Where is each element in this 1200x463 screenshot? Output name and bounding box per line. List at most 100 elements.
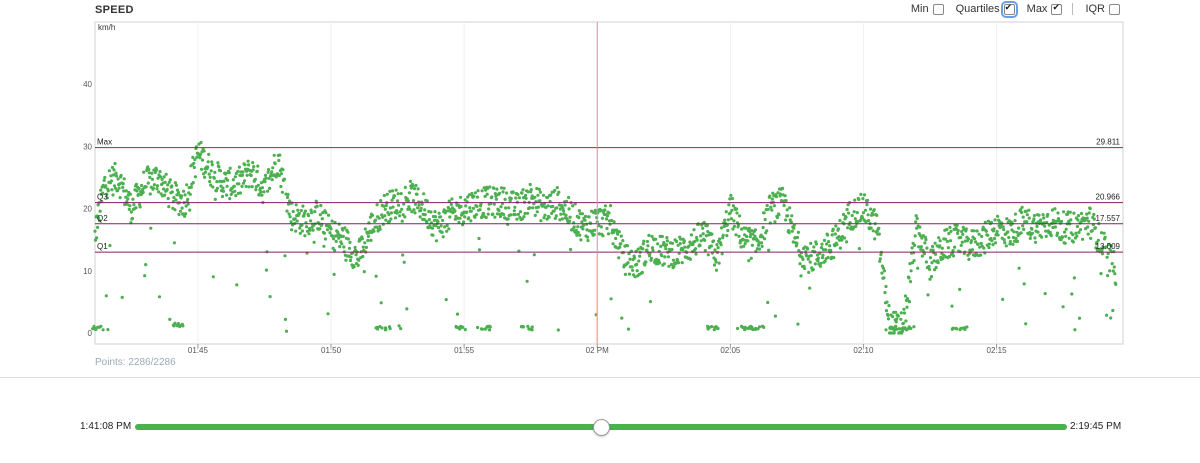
data-point xyxy=(1028,236,1032,240)
data-point xyxy=(346,230,350,234)
min-checkbox[interactable] xyxy=(932,3,944,15)
data-point xyxy=(1111,308,1115,313)
data-point xyxy=(215,180,219,184)
data-point xyxy=(228,166,232,170)
max-toggle[interactable]: Max xyxy=(1027,2,1063,15)
controls-divider xyxy=(1072,3,1074,15)
data-point xyxy=(1021,224,1025,228)
data-point xyxy=(309,208,313,212)
data-point xyxy=(422,192,426,196)
data-point xyxy=(899,317,903,321)
data-point xyxy=(341,234,345,238)
data-point xyxy=(325,228,330,232)
data-point xyxy=(996,214,1000,218)
x-tick-label: 01:55 xyxy=(454,346,475,355)
data-point xyxy=(270,178,274,182)
data-point xyxy=(174,198,178,202)
data-point xyxy=(480,189,484,193)
data-point xyxy=(1072,211,1076,215)
data-point xyxy=(886,317,891,321)
data-point xyxy=(605,214,610,218)
data-point xyxy=(416,187,420,191)
data-point xyxy=(727,203,731,207)
time-range-handle[interactable] xyxy=(593,419,610,436)
data-point xyxy=(1063,241,1067,245)
data-point xyxy=(603,208,607,212)
data-point xyxy=(382,193,386,198)
data-point xyxy=(725,234,729,238)
data-point xyxy=(266,189,270,193)
min-toggle[interactable]: Min xyxy=(911,3,944,15)
quartiles-checkbox[interactable] xyxy=(1000,0,1018,18)
data-point xyxy=(307,232,311,236)
data-point xyxy=(914,220,918,224)
data-point xyxy=(146,165,150,169)
data-point xyxy=(1100,248,1104,252)
data-point xyxy=(423,213,427,217)
data-point xyxy=(387,219,391,224)
data-point xyxy=(835,243,839,247)
data-point xyxy=(362,270,366,274)
iqr-checkbox[interactable] xyxy=(1109,3,1120,15)
data-point xyxy=(607,211,611,215)
data-point xyxy=(412,208,416,212)
data-point xyxy=(454,324,458,329)
data-point xyxy=(664,247,668,251)
data-point xyxy=(677,261,681,265)
data-point xyxy=(1040,235,1044,239)
y-tick-label: 20 xyxy=(83,205,92,214)
slider-end-time: 2:19:45 PM xyxy=(1070,421,1122,432)
data-point xyxy=(108,243,112,248)
data-point xyxy=(495,187,499,191)
data-point xyxy=(1025,220,1029,224)
data-point xyxy=(649,256,654,260)
data-point xyxy=(487,328,492,332)
data-point xyxy=(333,248,337,252)
data-point xyxy=(621,239,625,243)
data-point xyxy=(114,171,118,175)
iqr-toggle[interactable]: IQR xyxy=(1085,3,1120,15)
data-point xyxy=(294,203,298,207)
data-point xyxy=(1024,209,1028,213)
max-checkbox[interactable] xyxy=(1051,2,1063,15)
data-point xyxy=(315,204,319,208)
quartiles-toggle[interactable]: Quartiles xyxy=(956,0,1018,18)
data-point xyxy=(469,209,473,213)
data-point xyxy=(436,226,441,230)
data-point xyxy=(170,190,174,194)
data-point xyxy=(896,314,900,318)
data-point xyxy=(568,215,572,219)
data-point xyxy=(431,233,435,237)
data-point xyxy=(790,229,794,233)
data-point xyxy=(916,266,920,270)
speed-chart[interactable]: 01:45 01:50 01:55 02 PM 02:05 02:10 02:15 0 10 20… xyxy=(0,0,1200,360)
data-point xyxy=(785,208,789,212)
data-point xyxy=(695,238,699,242)
data-point xyxy=(274,175,278,179)
data-point xyxy=(103,175,107,180)
data-point xyxy=(210,160,214,164)
data-point xyxy=(277,173,281,178)
data-point xyxy=(1089,236,1093,240)
data-point xyxy=(182,189,186,193)
data-point xyxy=(320,222,324,226)
data-point xyxy=(714,260,718,264)
data-point xyxy=(334,239,338,243)
data-point xyxy=(597,224,601,228)
data-point xyxy=(150,171,154,175)
data-point xyxy=(555,186,559,190)
data-point xyxy=(427,218,431,222)
data-point xyxy=(235,283,239,287)
data-point xyxy=(862,193,867,197)
data-point xyxy=(806,257,810,261)
data-point xyxy=(1019,208,1023,212)
data-point xyxy=(1075,234,1079,238)
data-point xyxy=(167,205,171,209)
data-point xyxy=(207,152,211,156)
data-point xyxy=(617,256,621,260)
data-point xyxy=(447,199,451,203)
data-point xyxy=(514,196,518,200)
data-point xyxy=(332,272,336,276)
data-point xyxy=(878,257,882,261)
data-point xyxy=(228,197,232,201)
